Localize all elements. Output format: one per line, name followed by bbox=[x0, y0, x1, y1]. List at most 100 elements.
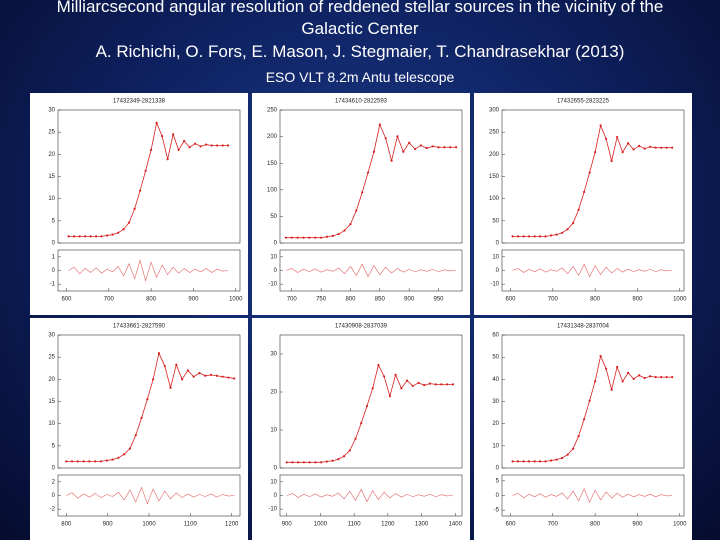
panel bbox=[252, 318, 470, 540]
x-tick-label: 700 bbox=[548, 522, 559, 528]
data-point bbox=[172, 133, 175, 136]
data-point bbox=[440, 383, 443, 386]
data-point bbox=[632, 377, 635, 380]
residual-tick-label: 0 bbox=[496, 268, 500, 274]
x-tick-label: 1100 bbox=[348, 522, 362, 528]
data-point bbox=[583, 418, 586, 421]
y-tick-label: 20 bbox=[48, 152, 55, 158]
data-point bbox=[383, 375, 386, 378]
panel bbox=[252, 93, 470, 315]
data-point bbox=[166, 158, 169, 161]
data-point bbox=[419, 144, 423, 147]
data-point bbox=[671, 146, 674, 149]
data-point bbox=[65, 460, 68, 463]
data-point bbox=[70, 460, 74, 463]
data-point bbox=[451, 383, 454, 386]
y-tick-label: 200 bbox=[489, 152, 500, 158]
y-tick-label: 100 bbox=[267, 187, 278, 193]
residual-line bbox=[68, 259, 229, 282]
residual-tick-label: -10 bbox=[268, 282, 277, 288]
plot-frame bbox=[279, 109, 463, 244]
data-point bbox=[594, 151, 597, 154]
data-point bbox=[638, 374, 641, 377]
y-tick-label: 0 bbox=[274, 241, 278, 247]
x-tick-label: 800 bbox=[61, 522, 72, 528]
data-point bbox=[660, 376, 663, 379]
data-point bbox=[423, 384, 426, 387]
x-tick-label: 900 bbox=[632, 297, 643, 303]
y-tick-label: 0 bbox=[496, 466, 500, 472]
x-tick-label: 900 bbox=[188, 297, 199, 303]
data-point bbox=[199, 145, 202, 148]
slide-authors: A. Richichi, O. Fors, E. Mason, J. Stegm… bbox=[95, 42, 625, 61]
data-point bbox=[394, 373, 397, 376]
y-tick-label: 30 bbox=[48, 333, 55, 339]
x-tick-label: 1200 bbox=[381, 522, 395, 528]
y-tick-label: 20 bbox=[492, 421, 499, 427]
data-point bbox=[621, 151, 624, 154]
y-tick-label: 10 bbox=[48, 421, 55, 427]
chart-title: 17432349-2821338 bbox=[113, 99, 166, 105]
data-point bbox=[355, 209, 358, 212]
x-tick-label: 900 bbox=[404, 297, 415, 303]
data-point bbox=[671, 376, 674, 379]
y-tick-label: 0 bbox=[274, 466, 278, 472]
data-point bbox=[665, 146, 668, 149]
data-point bbox=[643, 376, 646, 380]
panel bbox=[30, 93, 248, 315]
x-tick-label: 1000 bbox=[673, 297, 687, 303]
data-point bbox=[665, 376, 668, 379]
data-point bbox=[378, 123, 381, 126]
data-point bbox=[654, 376, 657, 379]
data-point bbox=[594, 380, 597, 383]
data-point bbox=[163, 364, 166, 368]
y-tick-label: 25 bbox=[48, 355, 55, 361]
y-tick-label: 50 bbox=[492, 355, 499, 361]
data-point bbox=[638, 144, 641, 148]
data-point bbox=[555, 458, 558, 461]
data-point bbox=[610, 388, 613, 391]
x-tick-label: 800 bbox=[345, 297, 356, 303]
x-tick-label: 700 bbox=[104, 297, 115, 303]
data-point bbox=[67, 235, 70, 238]
data-point bbox=[133, 207, 136, 210]
y-tick-label: 30 bbox=[492, 399, 499, 405]
chart-title: 17433661-2827590 bbox=[113, 324, 166, 330]
x-tick-label: 1200 bbox=[225, 522, 239, 528]
data-point bbox=[94, 460, 97, 463]
data-point bbox=[314, 461, 317, 464]
data-point bbox=[365, 404, 369, 408]
data-point bbox=[361, 191, 364, 194]
data-point bbox=[290, 236, 293, 239]
x-tick-label: 1000 bbox=[142, 522, 156, 528]
residual-tick-label: 0 bbox=[274, 493, 278, 499]
x-tick-label: 1400 bbox=[449, 522, 463, 528]
data-point bbox=[188, 146, 191, 149]
y-tick-label: 0 bbox=[52, 241, 56, 247]
data-point bbox=[583, 190, 586, 194]
x-tick-label: 600 bbox=[505, 522, 516, 528]
data-point bbox=[446, 383, 449, 386]
data-point bbox=[425, 147, 428, 150]
x-tick-label: 800 bbox=[146, 297, 157, 303]
y-tick-label: 100 bbox=[489, 196, 500, 202]
data-point bbox=[616, 365, 619, 369]
data-point bbox=[72, 235, 76, 238]
data-point bbox=[204, 374, 207, 377]
data-point bbox=[285, 461, 288, 464]
residual-line bbox=[512, 263, 673, 278]
x-tick-label: 1300 bbox=[415, 522, 429, 528]
x-tick-label: 1100 bbox=[184, 522, 198, 528]
data-point bbox=[150, 148, 153, 151]
data-point bbox=[522, 235, 525, 238]
data-point bbox=[83, 235, 87, 238]
data-point bbox=[227, 144, 230, 147]
data-point bbox=[152, 378, 155, 381]
data-point bbox=[516, 460, 520, 463]
data-point bbox=[183, 139, 186, 143]
y-tick-label: 0 bbox=[496, 241, 500, 247]
data-point bbox=[169, 386, 172, 389]
data-point bbox=[117, 456, 120, 459]
chart-title: 17434610-2822593 bbox=[335, 99, 388, 105]
